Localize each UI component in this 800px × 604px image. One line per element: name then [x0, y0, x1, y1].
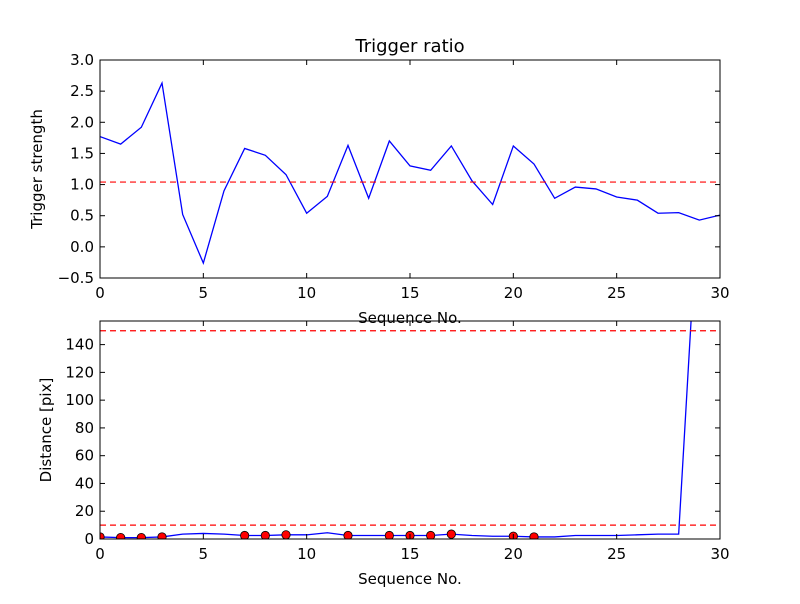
distance-chart: Distance [pix] Sequence No. 0 5 10 15 20 25 30… [37, 320, 730, 588]
series-line [100, 321, 692, 539]
data-point-marker [116, 533, 126, 539]
y-tick-label: 100 [65, 391, 94, 409]
y-tick-label: 2.5 [70, 82, 94, 100]
x-tick-label: 25 [607, 284, 626, 302]
x-tick-label: 20 [504, 545, 523, 563]
y-tick-label: 20 [75, 502, 94, 520]
x-tick-label: 10 [297, 545, 316, 563]
x-tick-label: 25 [607, 545, 626, 563]
x-tick-label: 15 [400, 545, 419, 563]
y-tick-label: 0 [84, 530, 94, 548]
y-tick-label: 80 [75, 419, 94, 437]
chart-title: Trigger ratio [354, 36, 464, 57]
plot-area [100, 80, 720, 265]
x-tick-label: 15 [400, 284, 419, 302]
plot-area [100, 321, 720, 539]
x-tick-label: 5 [199, 284, 209, 302]
x-axis-label: Sequence No. [358, 309, 462, 327]
series-line [100, 80, 720, 265]
data-point-marker [157, 532, 167, 539]
x-tick-label: 0 [95, 545, 105, 563]
y-tick-label: 60 [75, 447, 94, 465]
data-point-marker [343, 530, 353, 539]
data-point-marker [384, 530, 394, 539]
data-point-marker [240, 530, 250, 539]
x-tick-label: 30 [710, 284, 729, 302]
data-point-marker [446, 529, 456, 539]
x-axis-label: Sequence No. [358, 570, 462, 588]
data-point-marker [260, 530, 270, 539]
data-point-marker [426, 530, 436, 539]
x-tick-label: 20 [504, 284, 523, 302]
x-tick-label: 10 [297, 284, 316, 302]
y-tick-label: 0.5 [70, 207, 94, 225]
y-tick-label: 140 [65, 336, 94, 354]
y-tick-label: 40 [75, 474, 94, 492]
trigger-ratio-chart: Trigger ratio Trigger strength Sequence … [28, 36, 730, 327]
data-point-marker [281, 530, 291, 539]
data-point-marker [136, 533, 146, 539]
data-point-marker [529, 532, 539, 539]
x-tick-label: 30 [710, 545, 729, 563]
x-tick-label: 5 [199, 545, 209, 563]
y-tick-label: 1.5 [70, 144, 94, 162]
y-tick-label: 2.0 [70, 113, 94, 131]
y-tick-label: 0.0 [70, 238, 94, 256]
y-tick-label: 120 [65, 363, 94, 381]
y-axis-label: Distance [pix] [37, 378, 55, 483]
y-axis-label: Trigger strength [28, 109, 46, 230]
y-tick-label: 1.0 [70, 176, 94, 194]
x-tick-label: 0 [95, 284, 105, 302]
y-tick-label: 3.0 [70, 51, 94, 69]
y-tick-label: −0.5 [58, 269, 94, 287]
